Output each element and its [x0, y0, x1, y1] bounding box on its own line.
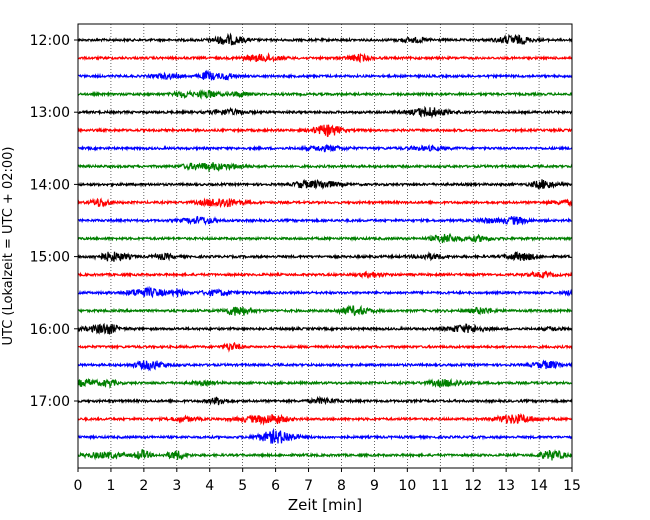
seismogram-trace-1400 [77, 178, 573, 190]
seismogram-trace-1300 [77, 105, 573, 119]
seismogram-trace-1715 [77, 412, 573, 426]
seismogram-trace-1245 [77, 89, 573, 100]
seismogram-trace-1530 [77, 285, 573, 299]
y-tick-label: 13:00 [30, 105, 70, 121]
x-tick-label: 13 [497, 478, 515, 494]
y-tick-label: 12:00 [30, 33, 70, 49]
plot-background [78, 24, 572, 468]
seismogram-trace-1645 [77, 377, 573, 389]
seismogram-trace-1730 [77, 427, 573, 444]
x-tick-label: 9 [370, 478, 379, 494]
y-tick-label: 14:00 [30, 177, 70, 193]
x-axis-ticks: 0 1 2 3 4 5 6 7 8 9 10 11 12 13 14 15 [74, 468, 581, 494]
seismogram-trace-1745 [77, 448, 573, 461]
seismogram-trace-1330 [77, 143, 573, 153]
x-tick-label: 7 [304, 478, 313, 494]
plot-frame [77, 23, 573, 469]
seismogram-trace-1545 [77, 304, 573, 317]
x-tick-label: 15 [563, 478, 581, 494]
seismogram-trace-1500 [77, 251, 573, 262]
seismogram-trace-1615 [77, 341, 573, 353]
y-tick-label: 15:00 [30, 250, 70, 266]
seismogram-trace-1200 [77, 32, 573, 46]
x-tick-label: 11 [431, 478, 449, 494]
x-tick-label: 2 [139, 478, 148, 494]
x-tick-label: 8 [337, 478, 346, 494]
seismogram-trace-1215 [77, 52, 573, 64]
seismogram-trace-1230 [77, 69, 573, 82]
y-axis-label: UTC (Lokalzeit = UTC + 02:00) [1, 147, 16, 346]
x-tick-label: 5 [238, 478, 247, 494]
seismogram-trace-1600 [77, 322, 573, 335]
seismogram-trace-1515 [77, 270, 573, 280]
seismogram-trace-1430 [77, 215, 573, 226]
trace-lines [77, 32, 573, 461]
seismogram-trace-1700 [77, 395, 573, 406]
y-axis-ticks: 12:00 13:00 14:00 15:00 16:00 17:00 [30, 33, 78, 410]
grid-lines [110, 24, 540, 468]
x-tick-label: 12 [464, 478, 482, 494]
x-tick-label: 4 [205, 478, 214, 494]
seismogram-trace-1415 [77, 197, 573, 209]
y-tick-label: 17:00 [30, 394, 70, 410]
x-tick-label: 1 [106, 478, 115, 494]
x-axis-label: Zeit [min] [288, 496, 362, 514]
seismogram-trace-1315 [77, 124, 573, 138]
x-tick-label: 14 [530, 478, 548, 494]
x-tick-label: 0 [74, 478, 83, 494]
x-tick-label: 10 [398, 478, 416, 494]
x-tick-label: 3 [172, 478, 181, 494]
seismogram-trace-1445 [77, 232, 573, 244]
x-tick-label: 6 [271, 478, 280, 494]
y-tick-label: 16:00 [30, 322, 70, 338]
seismogram-trace-1630 [77, 359, 573, 372]
seismogram-trace-1345 [77, 162, 573, 173]
